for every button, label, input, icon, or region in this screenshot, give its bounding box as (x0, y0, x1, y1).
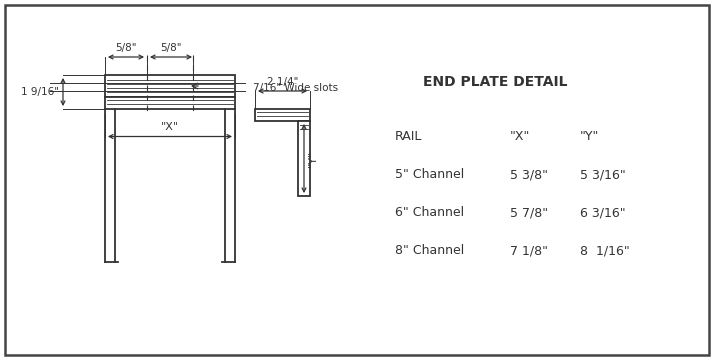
Text: 7/16" Wide slots: 7/16" Wide slots (253, 83, 338, 93)
Text: 5 3/8": 5 3/8" (510, 168, 548, 181)
Text: 5/8": 5/8" (115, 43, 137, 53)
Text: "Y": "Y" (308, 150, 318, 167)
Text: 7 1/8": 7 1/8" (510, 244, 548, 257)
Text: 5/8": 5/8" (160, 43, 182, 53)
Text: 1 9/16": 1 9/16" (21, 87, 59, 97)
Bar (105, 97, 235, 109)
Text: 2 1/4": 2 1/4" (267, 77, 298, 87)
Text: "X": "X" (510, 130, 531, 143)
Text: 6 3/16": 6 3/16" (580, 206, 625, 219)
Bar (298, 121, 310, 196)
Text: "Y": "Y" (580, 130, 599, 143)
Text: RAIL: RAIL (395, 130, 423, 143)
Text: 8" Channel: 8" Channel (395, 244, 464, 257)
Text: 8  1/16": 8 1/16" (580, 244, 630, 257)
Bar (255, 109, 310, 121)
Text: 5 3/16": 5 3/16" (580, 168, 625, 181)
Text: "X": "X" (161, 122, 179, 132)
Text: 5" Channel: 5" Channel (395, 168, 464, 181)
Bar (105, 75, 235, 97)
Text: 6" Channel: 6" Channel (395, 206, 464, 219)
Text: 5 7/8": 5 7/8" (510, 206, 548, 219)
Text: END PLATE DETAIL: END PLATE DETAIL (423, 75, 567, 89)
